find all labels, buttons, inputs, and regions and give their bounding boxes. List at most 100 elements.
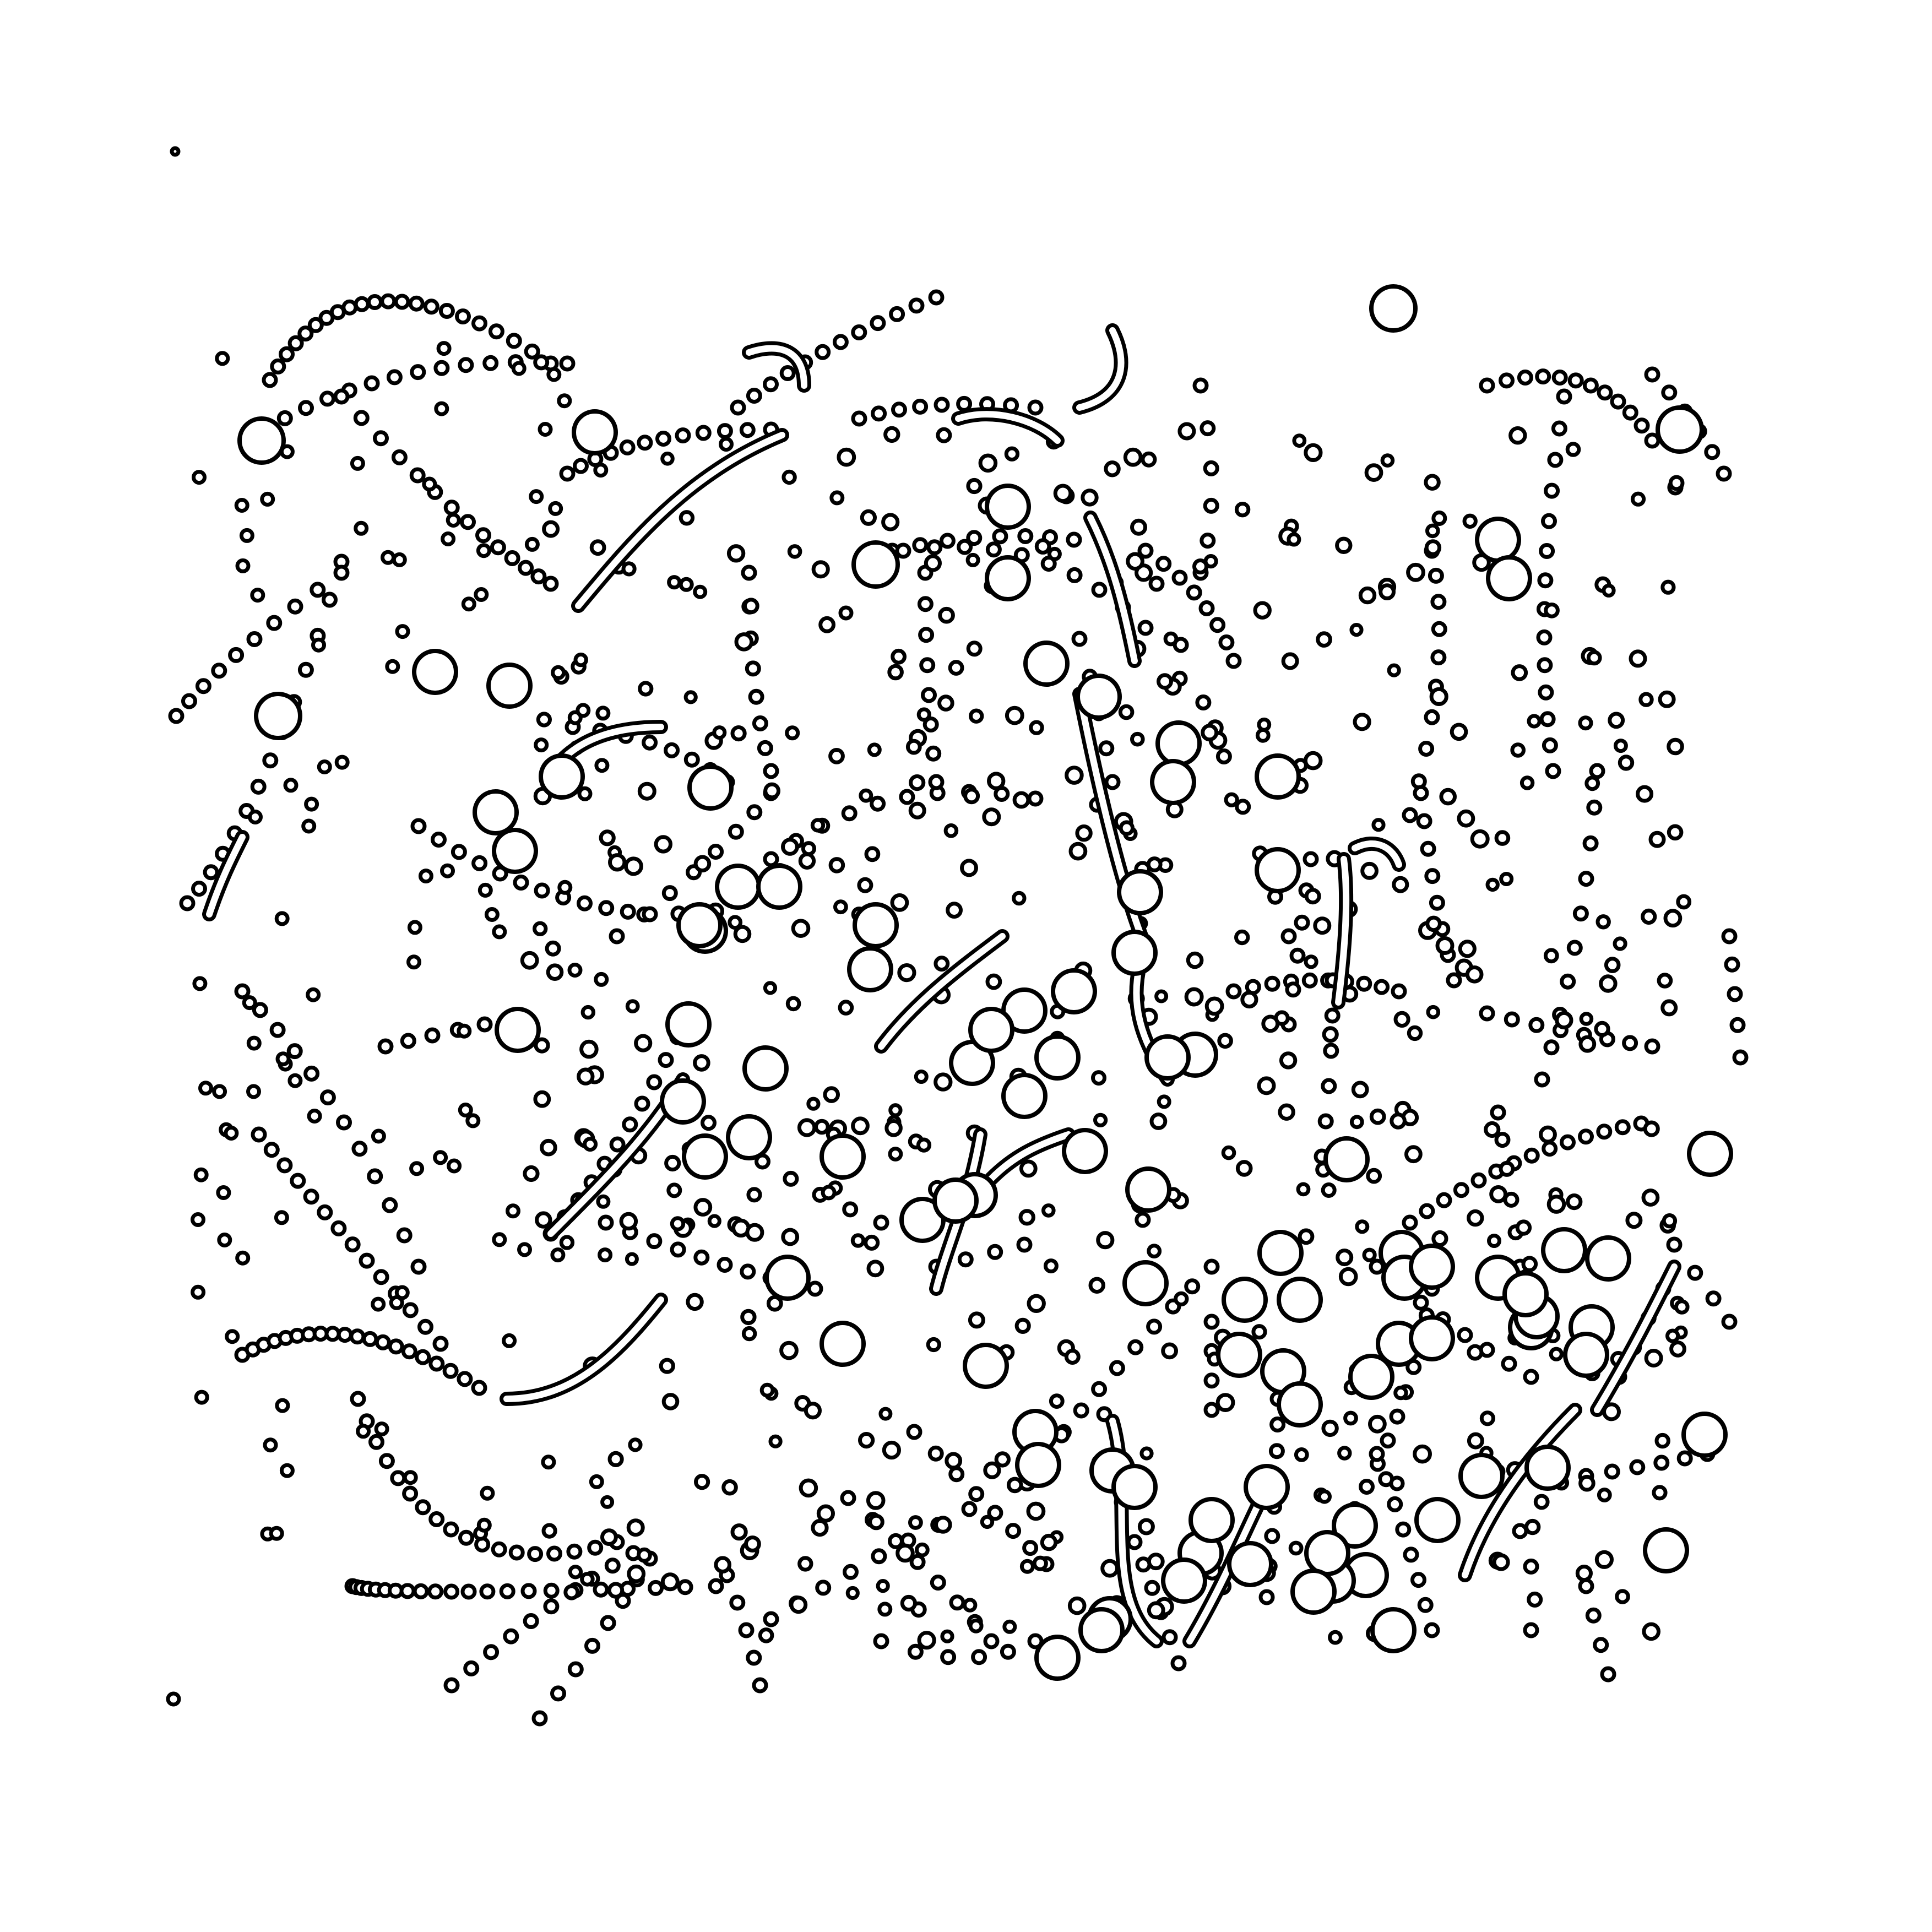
small-ring: [1582, 377, 1599, 394]
small-ring: [768, 1434, 783, 1448]
small-ring: [609, 928, 625, 945]
large-circle: [1458, 1453, 1505, 1499]
small-ring: [1162, 1629, 1178, 1646]
small-ring: [433, 360, 450, 376]
small-ring: [887, 664, 904, 681]
small-ring: [246, 1035, 262, 1051]
small-ring: [559, 1235, 575, 1250]
small-ring: [598, 1247, 613, 1263]
small-ring: [317, 1204, 333, 1220]
small-ring: [1258, 1589, 1275, 1605]
small-ring: [1727, 986, 1743, 1002]
small-ring: [600, 1528, 618, 1546]
small-ring: [1585, 1607, 1602, 1624]
small-ring: [1351, 1081, 1369, 1099]
small-ring: [1371, 818, 1386, 832]
small-ring: [739, 422, 756, 438]
small-ring: [380, 293, 397, 310]
small-ring: [957, 539, 973, 555]
small-ring: [543, 1598, 560, 1615]
small-ring: [458, 357, 474, 373]
small-ring: [851, 1116, 870, 1136]
small-ring: [225, 1329, 240, 1344]
small-ring: [693, 1249, 710, 1266]
small-ring: [721, 1479, 738, 1496]
small-ring: [811, 560, 830, 579]
small-ring: [403, 1470, 418, 1485]
small-ring: [1066, 531, 1082, 548]
small-ring: [527, 1546, 544, 1562]
small-ring: [1613, 739, 1628, 753]
small-ring: [1662, 1213, 1678, 1229]
small-ring: [388, 1338, 404, 1355]
small-ring: [1674, 1299, 1690, 1315]
small-ring: [1281, 652, 1299, 670]
small-ring: [394, 294, 410, 310]
small-ring: [1413, 1444, 1432, 1464]
small-ring: [1489, 1185, 1508, 1203]
small-ring: [423, 299, 439, 315]
large-circle: [1122, 1260, 1169, 1306]
small-ring: [1321, 1419, 1339, 1437]
small-ring: [1599, 974, 1618, 993]
small-ring: [1139, 1446, 1154, 1461]
small-ring: [234, 983, 251, 1000]
small-ring: [895, 542, 911, 559]
small-ring: [1429, 894, 1445, 911]
large-circle: [1257, 1230, 1304, 1276]
small-ring: [568, 1565, 583, 1580]
small-ring: [1157, 1094, 1171, 1109]
small-ring: [216, 1185, 231, 1200]
small-ring: [1123, 447, 1143, 467]
small-ring: [476, 543, 491, 558]
small-ring: [1676, 1450, 1693, 1467]
small-ring: [1186, 951, 1204, 969]
small-ring: [1380, 1432, 1396, 1449]
small-ring: [306, 987, 321, 1002]
small-ring: [1253, 601, 1272, 620]
small-ring: [1067, 1596, 1087, 1615]
small-ring: [1366, 1168, 1382, 1184]
small-ring: [362, 1331, 378, 1347]
small-ring: [654, 835, 673, 854]
small-ring: [708, 844, 724, 860]
small-ring: [234, 498, 249, 513]
small-ring: [1006, 1477, 1023, 1494]
small-ring: [1390, 1112, 1407, 1130]
large-circle: [1125, 1166, 1171, 1213]
curved-outline-path-inner: [1076, 327, 1125, 411]
small-ring: [1546, 1195, 1566, 1214]
small-ring: [992, 528, 1008, 545]
small-ring: [1578, 1578, 1594, 1594]
small-ring: [1292, 433, 1307, 448]
large-circle: [742, 1045, 789, 1092]
small-ring: [828, 748, 845, 764]
small-ring: [758, 1627, 774, 1643]
small-ring: [1098, 740, 1115, 757]
small-ring: [1533, 1494, 1550, 1510]
small-ring: [506, 1203, 520, 1219]
large-circle: [1486, 555, 1532, 601]
small-ring: [534, 737, 549, 753]
small-ring: [938, 606, 955, 624]
small-ring: [1644, 1038, 1660, 1055]
small-ring: [1268, 1443, 1285, 1459]
large-circle: [1643, 1527, 1689, 1573]
small-ring: [982, 807, 1001, 827]
small-ring: [806, 1097, 821, 1111]
small-ring: [1404, 1145, 1423, 1164]
small-ring: [1596, 1124, 1613, 1140]
small-ring: [1234, 929, 1250, 946]
small-ring: [576, 703, 591, 718]
small-ring: [1537, 572, 1554, 589]
small-ring: [378, 1453, 395, 1469]
small-ring: [1658, 690, 1676, 708]
small-ring: [1321, 1078, 1337, 1094]
small-ring: [921, 687, 937, 703]
large-circle: [1332, 1502, 1378, 1549]
small-ring: [407, 920, 422, 935]
small-ring: [1541, 513, 1557, 529]
small-ring: [1597, 1488, 1612, 1502]
small-ring: [717, 423, 733, 439]
small-ring: [1424, 1622, 1440, 1638]
